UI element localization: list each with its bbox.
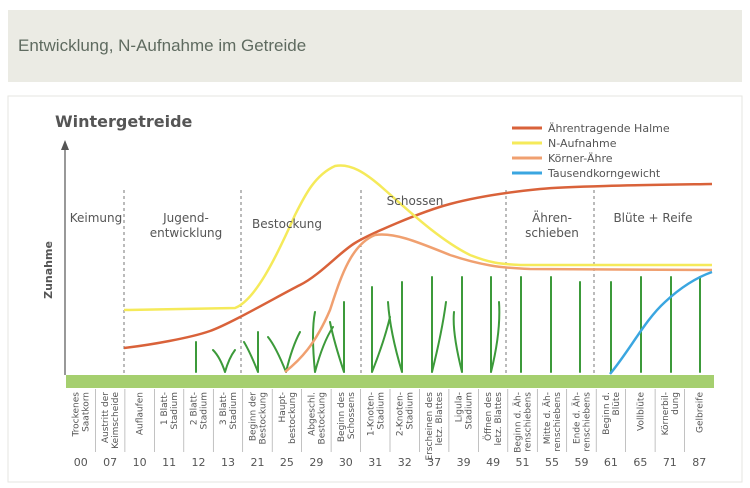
stage-label: Stadium [229,392,239,429]
phase-label: entwicklung [150,226,223,240]
stage-label: 1 Blatt- [160,392,170,425]
ground-band [66,375,714,388]
stage-label: Bestockung [258,392,268,444]
phases: Keimung Jugend-entwicklung Bestockung Schos… [70,194,693,240]
stage-code: 37 [427,456,441,469]
stage-label: dung [671,392,681,415]
legend-label: Körner-Ähre [548,152,613,165]
header-title: Entwicklung, N-Aufnahme im Getreide [18,36,307,55]
stage-label: Blüte [612,392,622,416]
curve-koerner [284,233,713,373]
stage-code: 87 [692,456,706,469]
phase-label: Blüte + Reife [613,211,692,225]
stage-label: letz. Blattes [435,392,445,446]
stage-label: Mitte d. Äh- [542,392,553,444]
phase-label: Keimung [70,211,123,225]
stage-label: Ende d. Äh- [571,392,582,444]
stage-label: Trockenes [72,392,82,438]
header: Entwicklung, N-Aufnahme im Getreide [8,10,742,82]
stage-code: 31 [368,456,382,469]
diagram-title: Wintergetreide [55,112,193,131]
stage-code: 30 [339,456,353,469]
plants [195,276,701,373]
stage-label: Auflaufen [136,392,146,435]
stage-code: 29 [309,456,323,469]
stage-label: renschiebens [524,392,534,452]
stage-label: Stadium [406,392,416,429]
legend-label: N-Aufnahme [548,137,617,150]
legend: Ährentragende Halme N-Aufnahme Körner-Ähre… [512,122,670,180]
stage-code: 51 [516,456,530,469]
stage-label: renschiebens [582,392,592,452]
phase-separators [123,190,595,375]
stage-label: Erscheinen des [425,392,435,461]
stage-label: Stadium [465,392,475,429]
stage-label: renschiebens [553,392,563,452]
stage-label: Beginn d. Äh- [513,392,524,453]
stage-label: 1-Knoten- [366,392,376,436]
stage-code: 32 [398,456,412,469]
stage-label: Vollblüte [636,392,646,431]
legend-label: Ährentragende Halme [548,122,670,135]
legend-label: Tausendkorngewicht [547,167,661,180]
stage-label: Gelbreife [695,392,705,433]
stage-label: Saatkorn [82,392,92,432]
phase-label: Jugend- [162,211,209,225]
stage-code: 25 [280,456,294,469]
stage-label: Beginn des [337,392,347,442]
stage-code: 10 [133,456,147,469]
panel [7,95,743,483]
stage-code: 61 [604,456,618,469]
y-arrow [61,140,69,150]
stage-code: 65 [633,456,647,469]
stage-label: Körnerbil- [661,392,671,435]
stage-code: 21 [250,456,264,469]
stage-label: Austritt der [101,392,111,443]
stage-code: 49 [486,456,500,469]
phase-label: Bestockung [252,217,322,231]
stage-label: Ligula- [455,392,465,422]
y-label: Zunahme [42,241,55,299]
curve-halme [123,182,713,350]
stage-label: 2-Knoten- [396,392,406,436]
stage-code: 55 [545,456,559,469]
phase-label: Ähren- [532,210,572,225]
stage-label: bestockung [288,392,298,444]
stage-code: 13 [221,456,235,469]
stage-code: 39 [457,456,471,469]
curve-tkg [609,270,713,375]
stage-label: 2 Blatt- [190,392,200,425]
stage-code: 11 [162,456,176,469]
stage-label: Beginn der [248,392,258,441]
phase-label: schieben [525,226,579,240]
curve-n-aufnahme [123,164,712,312]
stage-label: Abgeschl. [307,392,317,436]
stage-label: letz. Blattes [494,392,504,446]
stage-code: 12 [192,456,206,469]
phase-label: Schossen [387,194,444,208]
stage-label: Stadium [170,392,180,429]
stage-code: 59 [574,456,588,469]
stage-code: 71 [663,456,677,469]
stage-label: Bestockung [317,392,327,444]
stage-label: 3 Blatt- [219,392,229,425]
stage-label: Öffnen des [483,392,494,441]
stage-code: 07 [103,456,117,469]
stage-label: Stadium [376,392,386,429]
stage-label: Beginn d. [602,392,612,435]
stage-label: Haupt- [278,392,288,422]
stage-label: Schossens [347,392,357,439]
stage-code: 00 [74,456,88,469]
stage-label: Keimscheide [111,392,121,449]
stages: Trockenes Saatkorn 00 Austritt der Keimschei… [72,389,706,469]
stage-label: Stadium [200,392,210,429]
